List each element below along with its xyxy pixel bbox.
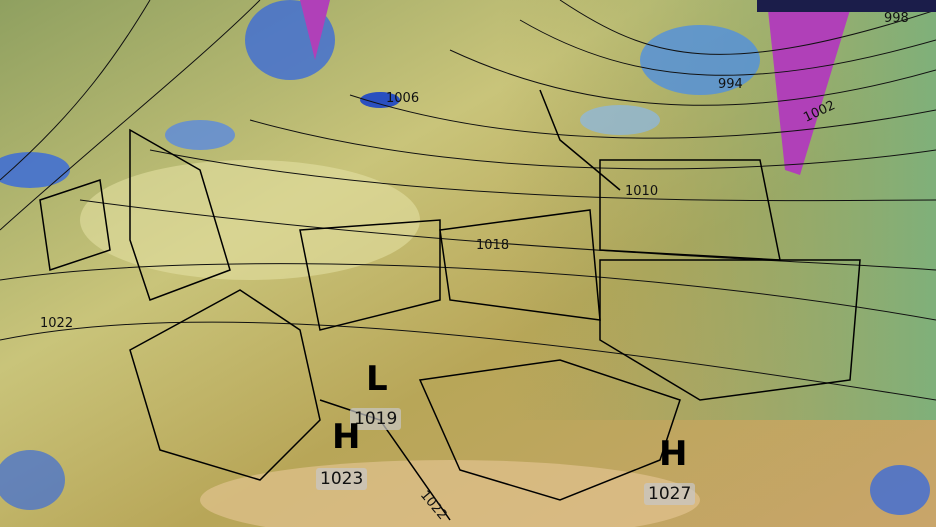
low-pressure-marker: L: [366, 359, 388, 399]
isobar-label: 1006: [386, 91, 419, 106]
isobar-label: 1018: [476, 238, 509, 253]
high-pressure-marker: H: [659, 434, 688, 474]
high-pressure-value: 1027: [644, 483, 696, 505]
isobar-label: 994: [718, 77, 743, 92]
low-pressure-value: 1019: [350, 408, 402, 430]
country-borders: [39, 89, 861, 521]
isobar-label: 998: [884, 11, 909, 26]
sea-area: [80, 160, 420, 280]
isobars: [0, 0, 936, 401]
high-pressure-marker: H: [332, 417, 361, 457]
precipitation: [0, 0, 930, 515]
high-pressure-value: 1023: [316, 468, 368, 490]
isobar-label: 1010: [625, 184, 658, 199]
isobar-label: 1022: [40, 316, 73, 331]
top-bar: [757, 0, 936, 12]
